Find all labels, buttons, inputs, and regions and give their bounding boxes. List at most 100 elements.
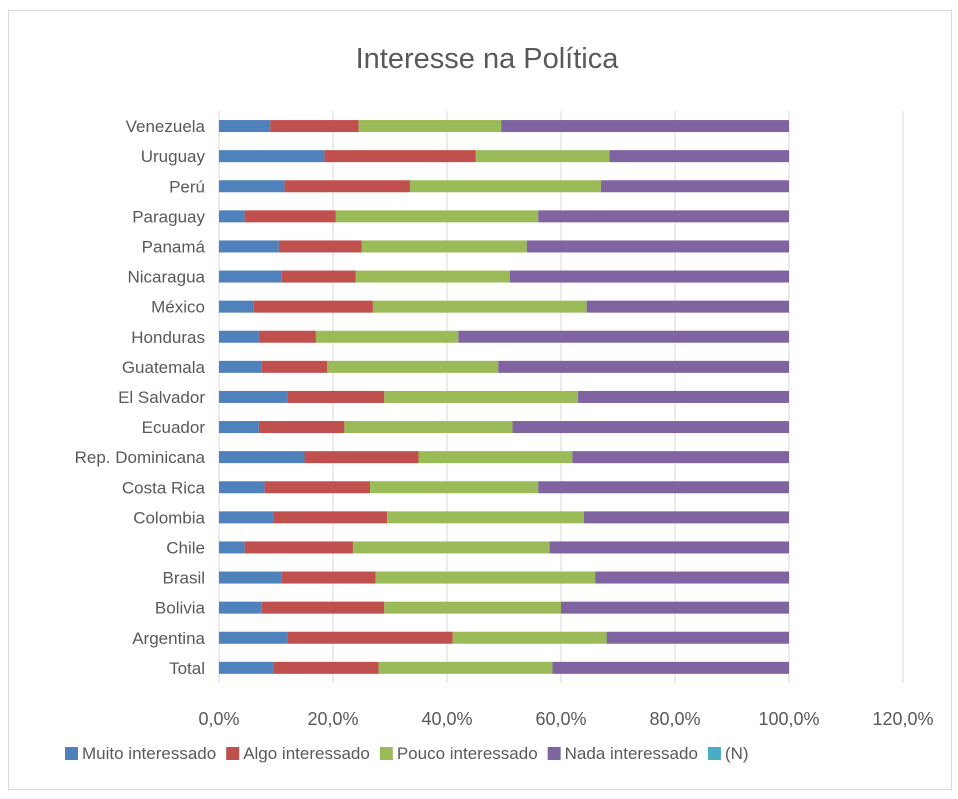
bar-segment (549, 541, 789, 554)
category-label: Uruguay (141, 147, 206, 166)
bar-segment (384, 601, 561, 614)
x-tick-labels: 0,0% 20,0% 40,0% 60,0% 80,0% 100,0% 120,0% (198, 709, 933, 729)
bar-segment (358, 120, 502, 133)
bar-segment (219, 120, 271, 133)
bar-segment (287, 390, 385, 403)
bar-segment (219, 360, 262, 373)
bar-segment (586, 300, 789, 313)
bar-segment (304, 451, 419, 464)
bar-segment (327, 360, 499, 373)
bar-segment (281, 270, 356, 283)
bar-segment (284, 180, 410, 193)
bar-segment (219, 180, 285, 193)
x-tick-label: 120,0% (872, 709, 933, 729)
bar-segment (387, 511, 584, 524)
bar-segment (261, 360, 328, 373)
chart-title: Interesse na Política (356, 43, 620, 75)
legend-swatch (226, 747, 240, 760)
legend-swatch (379, 747, 393, 760)
category-label: Honduras (131, 328, 205, 347)
bar-segment (219, 511, 274, 524)
bar-segment (606, 631, 789, 644)
bar-segment (244, 210, 336, 223)
x-tick-label: 40,0% (421, 709, 472, 729)
category-labels: Venezuela Uruguay Perú Paraguay Panamá Nicara… (75, 117, 206, 678)
bar-segment (372, 300, 587, 313)
bar-segment (561, 601, 789, 614)
legend-label: Pouco interessado (397, 744, 538, 763)
legend-swatch (65, 747, 78, 760)
chart-frame: Interesse na Política Venezuela Uruguay Pe… (8, 10, 952, 790)
bar-segment (501, 120, 789, 133)
bar-segment (219, 300, 254, 313)
x-tick-label: 100,0% (758, 709, 819, 729)
bar-segment (270, 120, 359, 133)
bar-segment (344, 421, 513, 434)
category-label: Argentina (132, 629, 205, 648)
bar-segment (475, 150, 610, 163)
bar-segment (264, 481, 371, 494)
bar-segment (219, 541, 245, 554)
bar-segment (538, 210, 789, 223)
bar-segment (261, 601, 385, 614)
bar-segment (538, 481, 789, 494)
bar-segment (219, 390, 288, 403)
bar-segment (219, 661, 274, 674)
legend: Muito interessado Algo interessado Pouco i… (65, 744, 749, 763)
bar-segment (244, 541, 353, 554)
bar-segment (287, 631, 453, 644)
bar-segment (219, 481, 265, 494)
bar-segment (370, 481, 539, 494)
bar-segment (219, 210, 245, 223)
x-tick-label: 80,0% (649, 709, 700, 729)
bar-segment (526, 240, 789, 253)
bar-segment (219, 631, 288, 644)
legend-label: (N) (725, 744, 749, 763)
bar-segment (253, 300, 373, 313)
category-label: Venezuela (126, 117, 206, 136)
bar-segment (378, 661, 553, 674)
bar-segment (418, 451, 573, 464)
category-label: México (151, 298, 205, 317)
bar-segment (281, 571, 376, 584)
legend-swatch (707, 747, 721, 760)
bar-segment (273, 511, 388, 524)
bar-segment (355, 270, 510, 283)
bar-segment (452, 631, 607, 644)
bar-segment (219, 601, 262, 614)
bar-segment (219, 451, 305, 464)
category-label: Colombia (133, 508, 205, 527)
bar-segment (324, 150, 476, 163)
bar-segment (219, 571, 282, 584)
category-label: Perú (169, 177, 205, 196)
legend-label: Algo interessado (243, 744, 370, 763)
bar-segment (375, 571, 596, 584)
category-label: Brasil (162, 569, 205, 588)
bar-segment (315, 330, 459, 343)
bar-segment (219, 240, 279, 253)
category-label: Costa Rica (122, 478, 206, 497)
x-tick-label: 60,0% (535, 709, 586, 729)
bar-segment (219, 270, 282, 283)
category-label: Paraguay (132, 207, 205, 226)
bar-segment (458, 330, 789, 343)
x-tick-label: 0,0% (198, 709, 239, 729)
stacked-bar-chart: Interesse na Política Venezuela Uruguay Pe… (65, 43, 934, 763)
category-label: Bolivia (155, 599, 206, 618)
bar-segment (578, 390, 789, 403)
bar-segment (572, 451, 789, 464)
x-tick-label: 20,0% (307, 709, 358, 729)
bar-segment (583, 511, 789, 524)
bar-segment (273, 661, 379, 674)
bar-segment (409, 180, 601, 193)
bar-segment (219, 150, 325, 163)
category-label: Chile (166, 538, 205, 557)
bar-segment (278, 240, 362, 253)
bar-segment (352, 541, 550, 554)
legend-label: Nada interessado (565, 744, 698, 763)
category-label: Rep. Dominicana (75, 448, 206, 467)
bar-segment (512, 421, 789, 434)
category-label: Ecuador (142, 418, 206, 437)
category-label: Guatemala (122, 358, 206, 377)
legend-label: Muito interessado (82, 744, 216, 763)
